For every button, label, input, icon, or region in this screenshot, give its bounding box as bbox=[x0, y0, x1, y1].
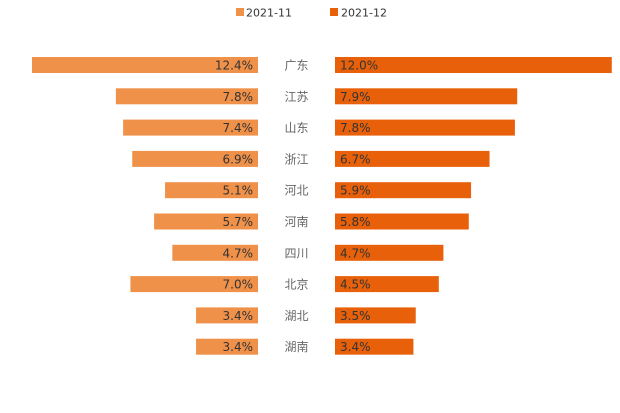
data-label-2021-12: 3.4% bbox=[340, 340, 371, 354]
data-label-2021-12: 12.0% bbox=[340, 59, 378, 73]
legend-swatch-2021-12[interactable] bbox=[330, 8, 338, 16]
bar-2021-12-山东 bbox=[335, 119, 515, 136]
data-label-2021-12: 7.8% bbox=[340, 121, 371, 135]
category-label: 四川 bbox=[284, 246, 308, 260]
data-label-2021-11: 4.7% bbox=[223, 246, 254, 260]
data-label-2021-11: 5.1% bbox=[223, 184, 254, 198]
bar-2021-12-浙江 bbox=[335, 150, 490, 167]
bar-2021-11-湖南 bbox=[196, 338, 258, 355]
bar-2021-11-浙江 bbox=[132, 150, 258, 167]
legend: 2021-11 2021-12 bbox=[236, 7, 387, 20]
data-label-2021-12: 3.5% bbox=[340, 309, 371, 323]
category-label: 湖北 bbox=[284, 308, 308, 323]
data-label-2021-11: 6.9% bbox=[223, 152, 254, 166]
data-label-2021-11: 3.4% bbox=[223, 309, 254, 323]
data-label-2021-12: 7.9% bbox=[340, 90, 371, 104]
bar-2021-11-北京 bbox=[130, 276, 258, 293]
legend-swatch-2021-11[interactable] bbox=[236, 8, 244, 16]
category-label: 河南 bbox=[284, 214, 308, 229]
bar-2021-12-广东 bbox=[335, 57, 612, 73]
bar-2021-11-湖北 bbox=[196, 307, 258, 324]
data-label-2021-11: 7.8% bbox=[223, 90, 254, 104]
data-label-2021-12: 4.5% bbox=[340, 278, 371, 292]
bar-2021-11-河南 bbox=[154, 213, 258, 230]
bar-2021-11-广东 bbox=[32, 57, 258, 73]
bar-2021-12-四川 bbox=[335, 244, 444, 261]
bar-2021-12-北京 bbox=[335, 276, 439, 293]
bar-2021-11-河北 bbox=[165, 182, 258, 199]
bar-2021-11-四川 bbox=[172, 244, 258, 261]
bar-2021-11-江苏 bbox=[115, 88, 258, 105]
category-label: 河北 bbox=[284, 184, 308, 198]
data-label-2021-11: 3.4% bbox=[223, 340, 254, 354]
bar-2021-12-河南 bbox=[335, 213, 469, 230]
data-label-2021-12: 6.7% bbox=[340, 152, 371, 166]
bar-2021-11-山东 bbox=[123, 119, 259, 136]
category-label: 浙江 bbox=[284, 152, 308, 166]
data-label-2021-11: 5.7% bbox=[223, 215, 254, 229]
bar-2021-12-湖南 bbox=[335, 338, 414, 355]
data-label-2021-12: 4.7% bbox=[340, 246, 371, 260]
category-label: 江苏 bbox=[284, 90, 308, 104]
bar-2021-12-湖北 bbox=[335, 307, 416, 324]
category-label: 山东 bbox=[284, 121, 308, 135]
category-label: 湖南 bbox=[284, 339, 308, 354]
legend-label[interactable]: 2021-11 bbox=[246, 7, 292, 20]
legend-label[interactable]: 2021-12 bbox=[341, 7, 387, 20]
bar-2021-12-江苏 bbox=[335, 88, 518, 105]
data-label-2021-11: 7.0% bbox=[223, 278, 254, 292]
data-label-2021-12: 5.8% bbox=[340, 215, 371, 229]
data-label-2021-12: 5.9% bbox=[340, 184, 371, 198]
bars: 12.4% 12.0% 7.8% 7.9% 7.4% 7.8% 6.9% 6.7% 5.1% 5.… bbox=[32, 57, 612, 355]
bar-2021-12-河北 bbox=[335, 182, 472, 199]
category-label: 广东 bbox=[284, 59, 308, 73]
data-label-2021-11: 12.4% bbox=[215, 59, 253, 73]
category-label: 北京 bbox=[284, 278, 308, 292]
data-label-2021-11: 7.4% bbox=[223, 121, 254, 135]
